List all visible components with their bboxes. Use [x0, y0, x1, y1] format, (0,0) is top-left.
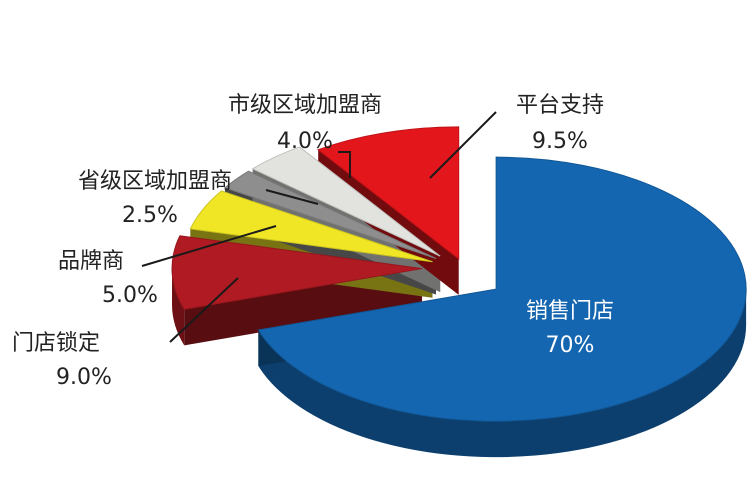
pie-top-faces — [171, 126, 747, 422]
leader-line-5 — [429, 111, 497, 179]
labels: 销售门店 70% 门店锁定 9.0% 品牌商 5.0% 省级区域加盟商 2.5% 市级区域加盟商… — [12, 93, 614, 390]
label-name-3: 省级区域加盟商 — [78, 169, 232, 194]
label-value-0: 70% — [546, 333, 595, 358]
leader-line-4 — [338, 151, 351, 178]
slice-top-4 — [251, 146, 441, 257]
label-name-2: 品牌商 — [58, 249, 124, 274]
slice-top-0 — [257, 156, 747, 422]
label-name-1: 门店锁定 — [12, 331, 100, 356]
slice-top-2 — [189, 190, 433, 263]
label-value-2: 5.0% — [102, 283, 158, 308]
slice-top-1 — [171, 235, 423, 310]
leader-line-2 — [141, 225, 277, 267]
label-value-3: 2.5% — [122, 203, 178, 228]
label-name-0: 销售门店 — [526, 299, 614, 324]
label-value-4: 4.0% — [277, 129, 333, 154]
label-value-5: 9.5% — [532, 129, 588, 154]
label-value-1: 9.0% — [56, 365, 112, 390]
leader-line-1 — [169, 277, 239, 343]
slice-side-0 — [258, 289, 747, 458]
slice-side-1 — [172, 268, 185, 346]
label-name-4: 市级区域加盟商 — [228, 93, 382, 118]
slice-top-5 — [317, 126, 460, 260]
leader-line-3 — [265, 189, 319, 205]
label-name-5: 平台支持 — [516, 93, 604, 118]
